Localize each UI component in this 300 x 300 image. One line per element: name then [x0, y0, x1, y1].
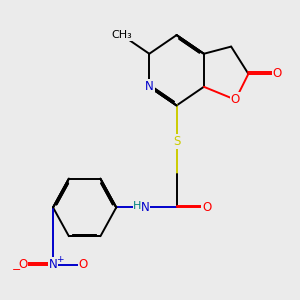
Text: O: O [18, 258, 28, 272]
Text: S: S [173, 135, 180, 148]
Text: O: O [79, 258, 88, 272]
Text: H: H [133, 201, 141, 211]
Text: −: − [12, 265, 21, 275]
Text: N: N [145, 80, 154, 93]
Text: O: O [202, 201, 212, 214]
Text: N: N [49, 258, 57, 272]
Text: CH₃: CH₃ [112, 30, 132, 40]
Text: O: O [272, 68, 282, 80]
Text: O: O [231, 93, 240, 106]
Text: N: N [141, 201, 150, 214]
Text: +: + [56, 255, 63, 264]
